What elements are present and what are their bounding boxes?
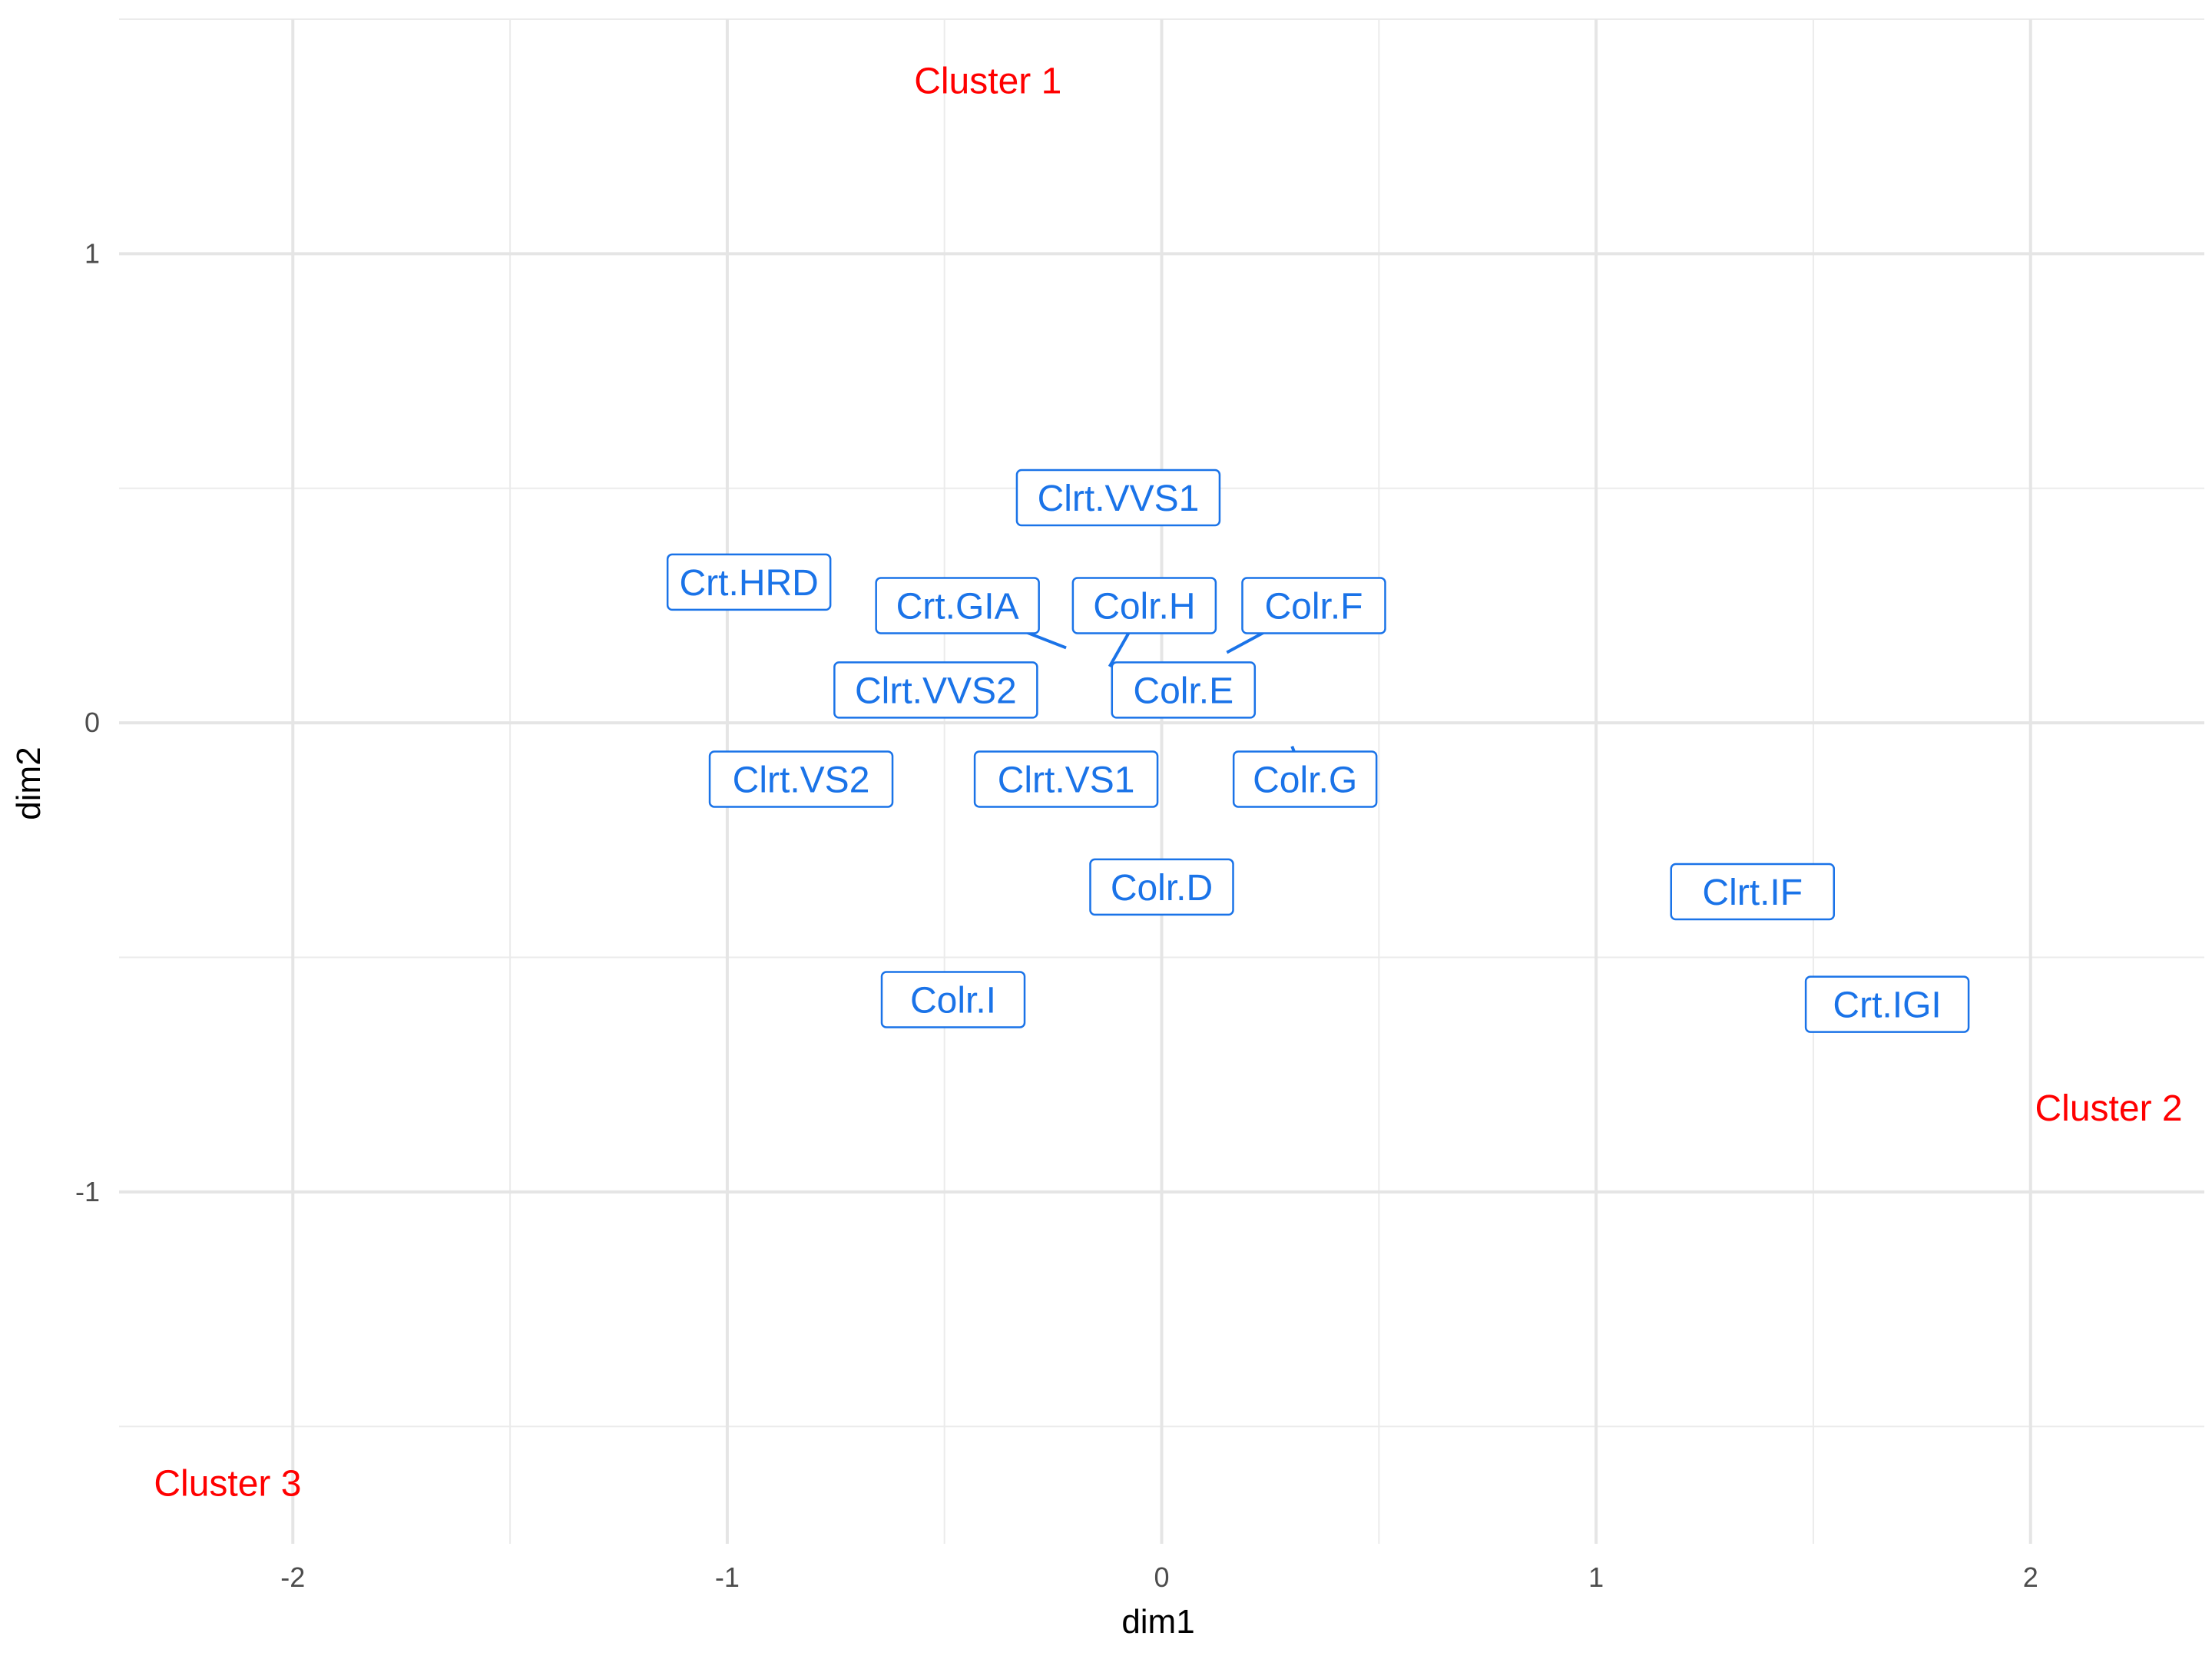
x-tick-label: -1 [715,1561,740,1593]
label-box [880,971,1026,1028]
label-text: Clrt.VS2 [733,760,870,800]
cluster-label: Cluster 1 [914,61,1061,101]
point-label: Colr.D [1089,858,1234,916]
label-text: Colr.H [1093,586,1195,627]
point-label: Colr.F [1241,577,1386,634]
label-box [1241,577,1386,634]
label-box [1670,863,1835,921]
label-box [1232,750,1378,808]
x-tick-label: 2 [2023,1561,2038,1593]
label-text: Colr.D [1111,868,1213,909]
cluster-label: Cluster 2 [2035,1088,2183,1129]
point-label: Crt.IGI [1804,975,1970,1033]
grid [119,18,2204,1544]
point-label: Clrt.VVS1 [1015,469,1221,527]
label-text: Clrt.VVS2 [855,671,1017,711]
point-label: Colr.G [1232,750,1378,808]
x-tick-label: 1 [1588,1561,1604,1593]
cluster-label: Cluster 3 [154,1464,301,1505]
label-text: Colr.I [910,981,996,1022]
label-box [708,750,894,808]
label-box [1071,577,1217,634]
y-axis-title: dim2 [10,747,48,820]
point-label: Crt.GIA [875,577,1040,634]
label-text: Colr.G [1253,760,1357,800]
point-label: Colr.I [880,971,1026,1028]
label-box [1804,975,1970,1033]
label-box [666,553,832,611]
label-text: Crt.HRD [680,563,819,604]
point-label: Colr.E [1111,661,1257,719]
label-text: Clrt.VVS1 [1038,478,1200,519]
point-label: Colr.H [1071,577,1217,634]
x-tick-label: 0 [1154,1561,1169,1593]
y-tick-label: -1 [75,1176,100,1207]
x-axis-title: dim1 [1121,1603,1194,1641]
y-tick-label: 0 [84,707,100,738]
label-box [1015,469,1221,527]
label-box [875,577,1040,634]
label-text: Colr.F [1264,586,1363,627]
x-tick-label: -2 [280,1561,305,1593]
label-text: Clrt.IF [1702,873,1803,913]
label-box [833,661,1038,719]
label-box [1089,858,1234,916]
label-box [973,750,1159,808]
point-label: Crt.HRD [666,553,832,611]
point-label: Clrt.VS1 [973,750,1159,808]
point-labels: Crt.HRD Clrt.VVS1 Crt.GIA Colr.H Colr.F Clrt.… [666,469,1970,1033]
label-text: Clrt.VS1 [998,760,1135,800]
y-tick-label: 1 [84,237,100,269]
cluster-labels: Cluster 1 Cluster 2 Cluster 3 [154,61,2182,1504]
label-text: Crt.GIA [896,586,1019,627]
label-text: Colr.E [1133,671,1233,711]
point-label: Clrt.VVS2 [833,661,1038,719]
point-label: Clrt.VS2 [708,750,894,808]
label-text: Crt.IGI [1833,985,1941,1026]
point-label: Clrt.IF [1670,863,1835,921]
label-box [1111,661,1257,719]
x-axis-ticks: -2 -1 0 1 2 [280,1561,2038,1593]
y-axis-ticks: -1 0 1 [75,237,100,1207]
